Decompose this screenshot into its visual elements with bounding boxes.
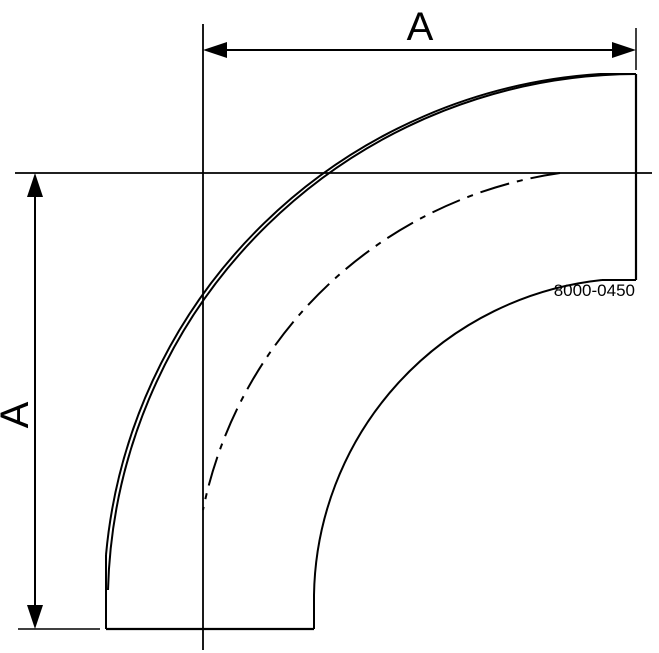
tube-outer-arc [108,74,636,590]
dimension-a-horizontal-label: A [407,5,434,49]
part-number: 8000-0450 [554,281,635,300]
dimension-a-vertical-label: A [0,401,37,428]
dimension-a-vertical: A [0,173,43,629]
tube-outer-arc2 [106,74,600,555]
elbow-diagram: A A 8000-0450 [0,0,659,653]
dimension-a-horizontal: A [203,5,636,58]
tube-centerline-arc [203,173,560,510]
tube-inner-arc [314,280,602,595]
